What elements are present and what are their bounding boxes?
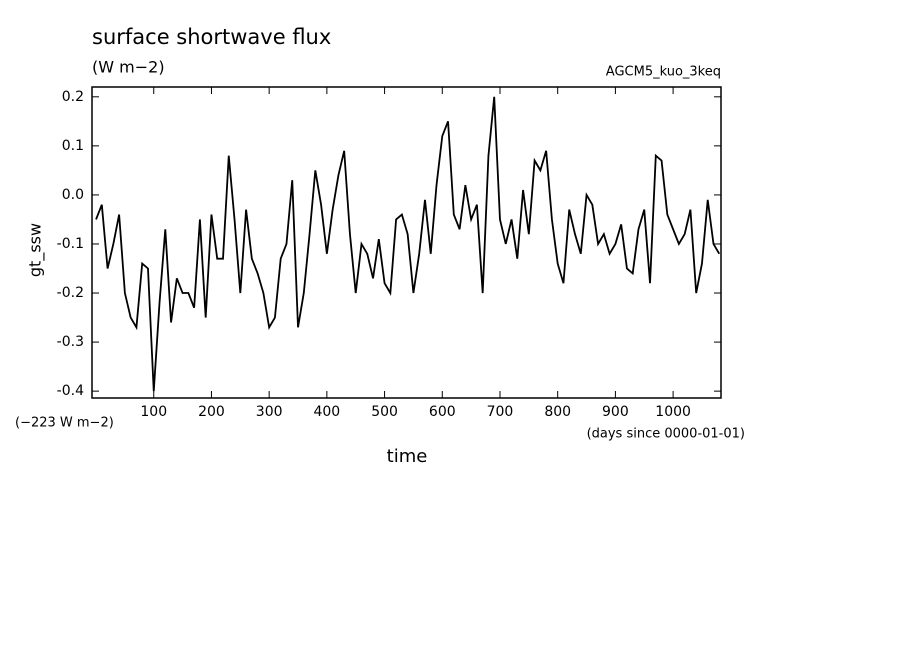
y-axis-label: gt_ssw bbox=[26, 223, 46, 277]
y-tick-label: -0.1 bbox=[57, 236, 84, 252]
x-tick-label: 1000 bbox=[655, 404, 691, 420]
chart-title: surface shortwave flux bbox=[92, 25, 331, 49]
x-axis-label: time bbox=[387, 446, 428, 467]
x-tick-label: 400 bbox=[313, 404, 340, 420]
x-tick-label: 600 bbox=[429, 404, 456, 420]
annotation: (−223 W m−2) bbox=[15, 416, 114, 431]
x-tick-label: 100 bbox=[140, 404, 167, 420]
x-tick-label: 700 bbox=[487, 404, 514, 420]
y-tick-label: 0.0 bbox=[62, 187, 84, 203]
x-tick-label: 500 bbox=[371, 404, 398, 420]
chart-subtitle: (W m−2) bbox=[92, 58, 165, 77]
y-tick-label: 0.2 bbox=[62, 89, 84, 105]
annotation: AGCM5_kuo_3keq bbox=[606, 65, 721, 80]
y-tick-label: -0.4 bbox=[57, 383, 84, 399]
y-tick-label: -0.2 bbox=[57, 285, 84, 301]
plot-frame bbox=[91, 86, 722, 399]
annotation: (days since 0000-01-01) bbox=[587, 427, 745, 442]
y-tick-label: -0.3 bbox=[57, 334, 84, 350]
y-tick-label: 0.1 bbox=[62, 138, 84, 154]
x-tick-label: 900 bbox=[602, 404, 629, 420]
x-tick-label: 800 bbox=[544, 404, 571, 420]
x-tick-label: 300 bbox=[256, 404, 283, 420]
x-tick-label: 200 bbox=[198, 404, 225, 420]
data-line bbox=[95, 96, 721, 392]
